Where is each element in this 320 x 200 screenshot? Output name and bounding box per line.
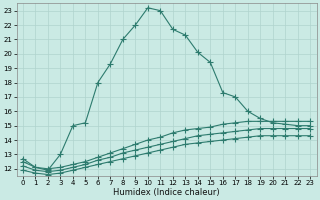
X-axis label: Humidex (Indice chaleur): Humidex (Indice chaleur) [113,188,220,197]
